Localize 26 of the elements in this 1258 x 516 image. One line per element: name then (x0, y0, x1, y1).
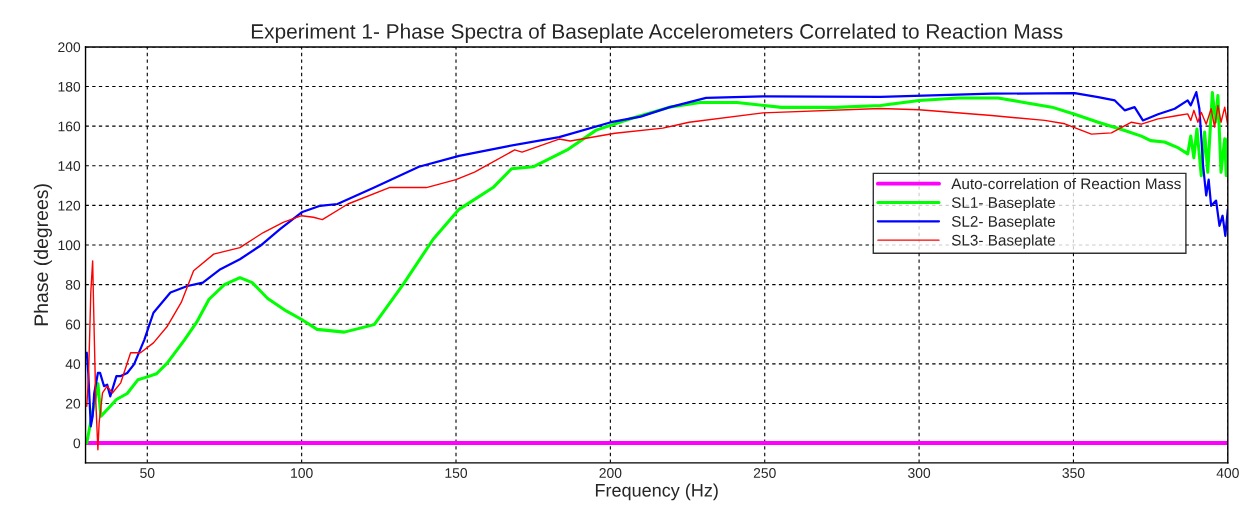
y-tick-label: 60 (65, 319, 81, 330)
legend-label: SL3- Baseplate (951, 234, 1055, 249)
y-tick-label: 80 (65, 279, 81, 290)
y-tick-label: 200 (58, 42, 81, 53)
x-tick-label: 200 (599, 468, 622, 478)
y-tick-label: 0 (73, 438, 81, 449)
x-axis-title: Frequency (Hz) (595, 483, 718, 501)
y-tick-label: 140 (58, 161, 81, 171)
x-tick-label: 100 (291, 468, 313, 478)
y-tick-label: 160 (58, 121, 81, 132)
legend-label: Auto-correlation of Reaction Mass (951, 177, 1181, 190)
y-tick-label: 120 (58, 200, 81, 211)
y-tick-label: 40 (65, 359, 81, 369)
x-tick-label: 150 (445, 468, 468, 478)
y-tick-label: 180 (58, 81, 81, 92)
x-tick-label: 350 (1062, 468, 1085, 478)
x-tick-label: 50 (140, 468, 155, 478)
x-tick-label: 300 (908, 468, 931, 478)
y-axis-title: Phase (degrees) (33, 184, 52, 326)
y-tick-label: 100 (58, 240, 81, 251)
y-tick-label: 20 (65, 398, 81, 409)
x-tick-label: 400 (1216, 468, 1239, 478)
legend-label: SL1- Baseplate (951, 196, 1055, 212)
legend-label: SL2- Baseplate (951, 215, 1055, 230)
x-tick-label: 250 (753, 468, 776, 478)
chart-title: Experiment 1- Phase Spectra of Baseplate Accelerometers Correlated to Reaction Mass (251, 23, 1063, 43)
